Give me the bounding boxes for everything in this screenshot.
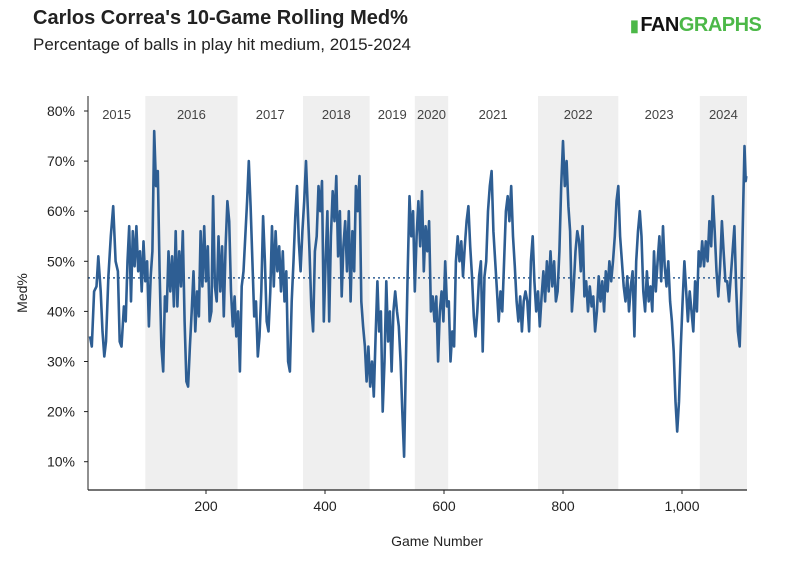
x-tick-label: 800 xyxy=(551,498,575,514)
x-tick-label: 400 xyxy=(313,498,337,514)
season-label: 2020 xyxy=(417,107,446,122)
season-label: 2018 xyxy=(322,107,351,122)
med-pct-series-line xyxy=(88,129,748,459)
season-label: 2023 xyxy=(645,107,674,122)
season-band xyxy=(538,96,619,490)
y-tick-label: 80% xyxy=(47,103,75,119)
x-tick-label: 200 xyxy=(194,498,218,514)
season-label: 2019 xyxy=(378,107,407,122)
season-label: 2024 xyxy=(709,107,738,122)
series-layer xyxy=(88,129,748,459)
y-axis-label: Med% xyxy=(14,273,30,313)
x-tick-label: 1,000 xyxy=(664,498,699,514)
season-label: 2016 xyxy=(177,107,206,122)
y-tick-label: 10% xyxy=(47,454,75,470)
y-tick-label: 70% xyxy=(47,153,75,169)
logo-fan: FAN xyxy=(640,14,679,36)
y-tick-label: 50% xyxy=(47,253,75,269)
axes: 10% 20% 30% 40% 50% 60% 70% 80% 200 400 600 800 1,00… xyxy=(47,96,747,514)
season-band xyxy=(699,96,747,490)
y-tick-label: 60% xyxy=(47,203,75,219)
fangraphs-logo: ▮ FANGRAPHS xyxy=(630,14,762,37)
y-tick-label: 20% xyxy=(47,404,75,420)
season-label: 2022 xyxy=(564,107,593,122)
chart-subtitle: Percentage of balls in play hit medium, … xyxy=(33,35,412,54)
season-label: 2017 xyxy=(256,107,285,122)
batter-icon: ▮ xyxy=(630,18,639,35)
x-axis-label: Game Number xyxy=(391,533,483,549)
season-label: 2015 xyxy=(102,107,131,122)
logo-graphs: GRAPHS xyxy=(678,14,762,36)
chart-title: Carlos Correa's 10-Game Rolling Med% xyxy=(33,7,408,29)
season-label: 2021 xyxy=(479,107,508,122)
y-tick-label: 40% xyxy=(47,303,75,319)
x-tick-label: 600 xyxy=(432,498,456,514)
y-tick-label: 30% xyxy=(47,354,75,370)
